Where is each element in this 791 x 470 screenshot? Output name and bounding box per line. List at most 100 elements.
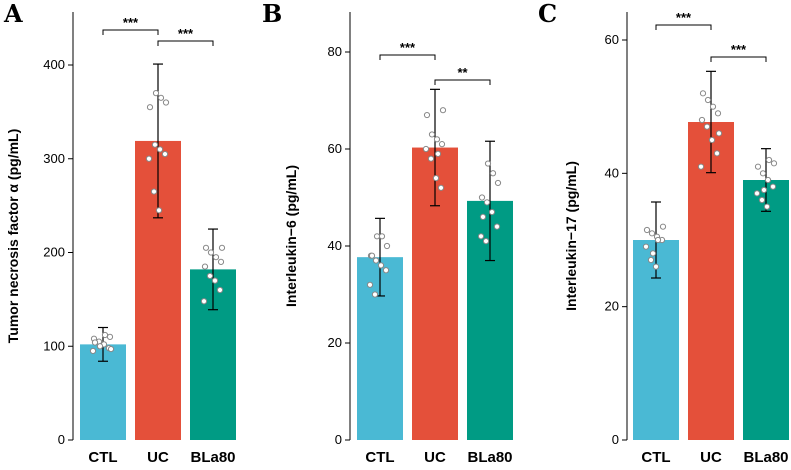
data-point (643, 226, 651, 234)
significance-bracket (102, 29, 159, 35)
data-point (428, 131, 436, 138)
data-point (763, 203, 771, 210)
data-point (201, 263, 209, 270)
data-point (483, 199, 491, 206)
y-axis-label: Interleukin−6 (pg/mL) (283, 165, 299, 307)
data-point (489, 170, 497, 177)
data-point (155, 207, 163, 214)
data-point (96, 343, 104, 350)
data-point (698, 116, 706, 124)
significance-label: *** (731, 42, 747, 57)
data-point (156, 146, 164, 153)
data-point (760, 186, 768, 194)
data-point (200, 298, 208, 305)
data-point (383, 242, 391, 250)
data-point (642, 243, 650, 250)
category-label: BLa80 (743, 449, 788, 466)
data-point (212, 254, 220, 261)
data-point (206, 272, 214, 280)
data-point (704, 96, 712, 104)
panel-letter: B (262, 0, 282, 28)
data-point (484, 160, 492, 167)
y-tick-label: 80 (328, 44, 342, 59)
data-point (378, 233, 386, 240)
data-point (659, 223, 667, 230)
significance-label: *** (676, 10, 692, 25)
category-label: UC (424, 449, 446, 466)
y-tick-label: 200 (43, 245, 65, 260)
significance-bracket (434, 79, 491, 85)
data-point (758, 196, 766, 204)
data-point (765, 156, 773, 164)
panel-a: A Tumor necrosis factor α (pg/mL) 0 100 200 3… (3, 0, 236, 466)
data-point (373, 233, 381, 240)
data-point (432, 175, 440, 182)
data-point (91, 339, 99, 346)
data-point (713, 150, 721, 157)
significance-bracket (157, 40, 214, 46)
y-tick-label: 400 (43, 57, 65, 72)
data-point (493, 223, 501, 230)
y-tick-label: 0 (335, 432, 342, 447)
y-tick-label: 60 (605, 32, 619, 47)
y-tick-label: 20 (328, 335, 342, 350)
data-point (494, 179, 502, 187)
data-point (382, 267, 390, 274)
data-point (654, 236, 662, 244)
panel-c: C Interleukin−17 (pg/mL) 0 20 40 60 CTL UC BLa80… (538, 0, 789, 466)
data-point (202, 244, 210, 251)
significance-label: *** (123, 15, 139, 30)
y-tick-label: 40 (605, 165, 619, 180)
data-point (648, 230, 656, 237)
significance-bracket (710, 56, 767, 62)
data-point (157, 94, 165, 101)
data-point (479, 213, 487, 220)
data-point (366, 281, 374, 288)
y-tick-label: 20 (605, 299, 619, 314)
data-point (422, 145, 430, 153)
category-label: CTL (88, 449, 117, 466)
data-point (753, 190, 761, 197)
data-point (434, 150, 442, 157)
data-point (152, 90, 160, 97)
category-label: UC (700, 449, 722, 466)
data-point (216, 286, 224, 294)
data-point (150, 188, 158, 195)
data-point (371, 291, 379, 298)
data-point (697, 163, 705, 170)
y-tick-label: 100 (43, 338, 65, 353)
data-point (647, 256, 655, 264)
data-point (477, 233, 485, 240)
data-point (770, 160, 778, 167)
data-point (709, 103, 717, 110)
data-point (162, 99, 170, 106)
y-axis-label: Tumor necrosis factor α (pg/mL) (5, 129, 21, 343)
y-tick-label: 300 (43, 151, 65, 166)
data-point (433, 136, 441, 143)
data-point (769, 183, 777, 190)
category-label: CTL (365, 449, 394, 466)
data-point (715, 130, 723, 137)
data-point (652, 263, 660, 270)
data-point (754, 163, 762, 170)
data-point (151, 141, 159, 148)
significance-bracket (379, 54, 436, 60)
panel-letter: A (3, 0, 23, 28)
data-point (372, 257, 380, 264)
data-point (101, 331, 109, 339)
significance-bracket (655, 24, 712, 30)
data-point (161, 150, 169, 158)
data-point (368, 252, 376, 259)
data-point (217, 258, 225, 265)
data-point (649, 250, 657, 257)
bar-bla80 (743, 180, 789, 440)
data-point (106, 333, 114, 340)
data-point (708, 136, 716, 144)
data-point (438, 141, 446, 148)
y-tick-label: 0 (612, 432, 619, 447)
data-point (427, 155, 435, 162)
significance-label: *** (178, 26, 194, 41)
y-tick-label: 0 (58, 432, 65, 447)
panel-letter: C (538, 0, 557, 28)
